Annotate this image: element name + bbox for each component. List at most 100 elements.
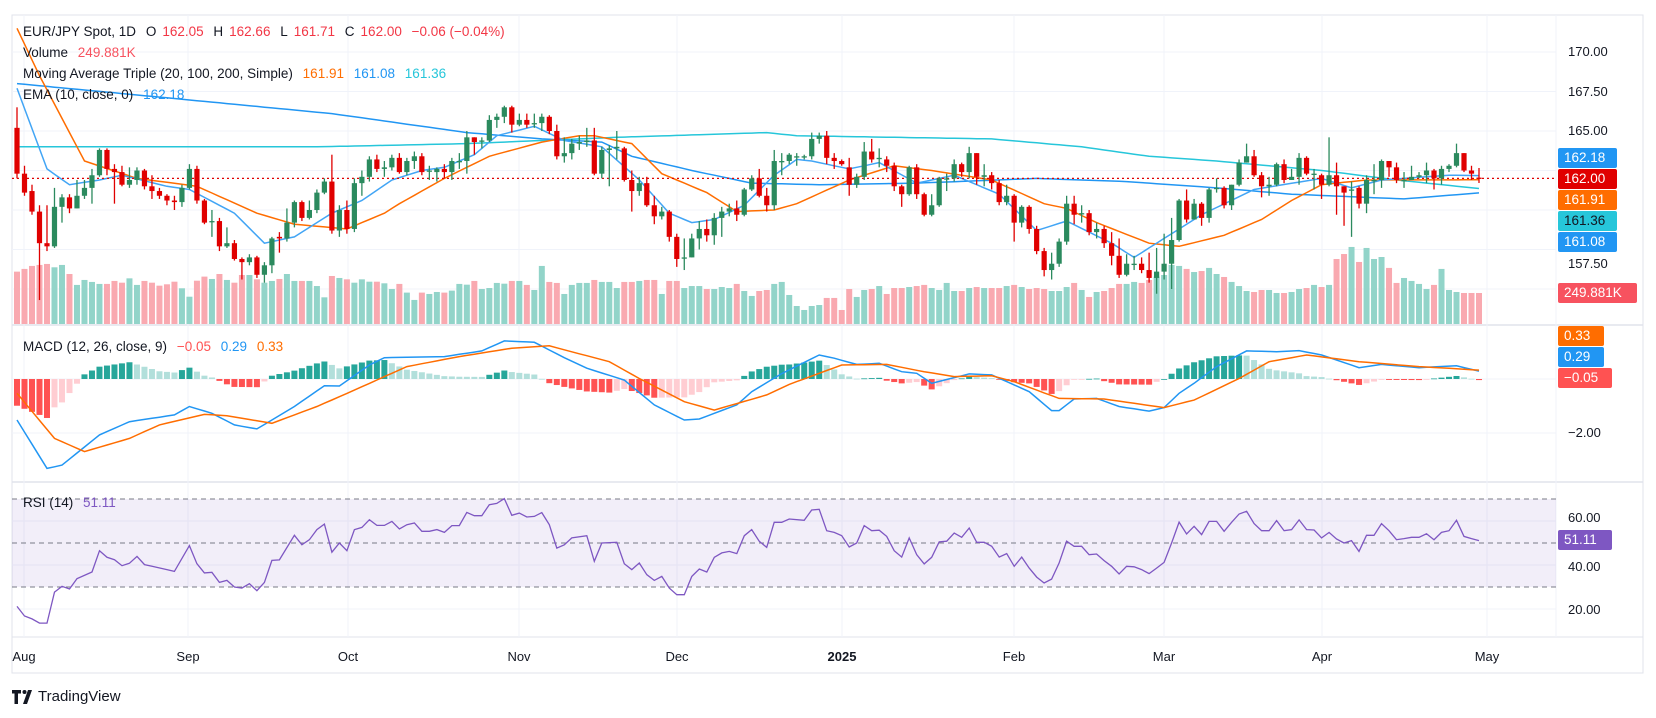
volume-bar bbox=[928, 288, 935, 324]
volume-bar bbox=[1026, 289, 1033, 324]
volume-bar bbox=[223, 279, 230, 324]
macd-hist-value: −0.05 bbox=[176, 339, 211, 354]
macd-histogram-bar bbox=[913, 379, 920, 383]
macd-histogram-bar bbox=[1048, 379, 1055, 394]
volume-bar bbox=[921, 284, 928, 324]
candle-body bbox=[576, 142, 582, 144]
macd-histogram-bar bbox=[118, 363, 125, 379]
macd-histogram-bar bbox=[516, 372, 523, 379]
macd-histogram-bar bbox=[1138, 379, 1145, 385]
candle-body bbox=[1161, 263, 1167, 272]
candle-body bbox=[291, 202, 298, 223]
candle-body bbox=[1363, 179, 1370, 204]
volume-bar bbox=[1206, 267, 1213, 324]
candle-body bbox=[261, 265, 268, 275]
volume-bar bbox=[876, 286, 883, 324]
candle-body bbox=[921, 194, 927, 215]
volume-bar bbox=[1326, 284, 1333, 324]
macd-histogram-bar bbox=[21, 379, 28, 409]
volume-bar bbox=[1003, 286, 1010, 324]
macd-histogram-bar bbox=[58, 379, 65, 403]
candle-body bbox=[996, 183, 1002, 203]
candle-body bbox=[81, 187, 88, 196]
macd-legend[interactable]: MACD (12, 26, close, 9) −0.05 0.29 0.33 bbox=[23, 338, 289, 356]
volume-bar bbox=[478, 289, 485, 324]
volume-bar bbox=[771, 283, 778, 324]
candle-body bbox=[876, 157, 882, 160]
sma200-value: 161.36 bbox=[404, 66, 447, 81]
time-label-may: May bbox=[1474, 649, 1500, 664]
volume-bar bbox=[801, 309, 808, 324]
macd-histogram-bar bbox=[673, 379, 680, 398]
candle-body bbox=[246, 257, 253, 263]
volume-bar bbox=[1378, 257, 1385, 324]
volume-bar bbox=[1093, 291, 1100, 324]
candle-body bbox=[599, 149, 605, 174]
macd-histogram-bar bbox=[1221, 356, 1228, 379]
candle-body bbox=[1356, 187, 1362, 204]
candle-body bbox=[899, 186, 905, 195]
volume-bar bbox=[448, 290, 455, 324]
macd-histogram-bar bbox=[111, 364, 118, 379]
macd-histogram-bar bbox=[1423, 379, 1430, 380]
candle-body bbox=[914, 167, 920, 195]
macd-histogram-bar bbox=[891, 379, 898, 383]
ma-legend[interactable]: Moving Average Triple (20, 100, 200, Sim… bbox=[23, 65, 452, 83]
candle-body bbox=[1288, 176, 1295, 180]
volume-bar bbox=[111, 280, 118, 324]
macd-histogram-bar bbox=[43, 379, 50, 418]
candle-body bbox=[299, 202, 305, 218]
volume-bar bbox=[808, 306, 815, 324]
volume-bar bbox=[793, 306, 800, 324]
rsi-legend[interactable]: RSI (14) 51.11 bbox=[23, 494, 122, 512]
volume-bar bbox=[96, 283, 103, 324]
low-label: L bbox=[280, 24, 288, 39]
ema-legend[interactable]: EMA (10, close, 0) 162.18 bbox=[23, 86, 190, 104]
sma100-price-tag: 161.08 bbox=[1558, 232, 1617, 252]
time-label-nov: Nov bbox=[507, 649, 531, 664]
volume-bar bbox=[711, 289, 718, 324]
volume-bar bbox=[598, 281, 605, 324]
candle-body bbox=[51, 206, 58, 247]
ema10-price-tag: 162.18 bbox=[1558, 148, 1617, 168]
volume-bar bbox=[1176, 265, 1183, 324]
candle-body bbox=[861, 151, 867, 177]
macd-histogram-bar bbox=[163, 371, 170, 379]
volume-legend[interactable]: Volume 249.881K bbox=[23, 44, 142, 62]
candle-body bbox=[1393, 167, 1400, 180]
volume-bar bbox=[463, 284, 470, 324]
candle-body bbox=[1213, 187, 1220, 190]
rsi-tick: 40.00 bbox=[1568, 559, 1601, 574]
volume-bar bbox=[81, 279, 88, 324]
volume-bar bbox=[433, 291, 440, 324]
candle-body bbox=[666, 211, 672, 237]
volume-bar bbox=[403, 292, 410, 324]
volume-bar bbox=[748, 295, 755, 324]
tradingview-logo[interactable]: TradingView bbox=[12, 688, 121, 705]
volume-bar bbox=[1041, 289, 1048, 324]
macd-histogram-bar bbox=[381, 360, 388, 379]
volume-bar bbox=[1408, 280, 1415, 324]
candle-body bbox=[1266, 184, 1272, 187]
close-label: C bbox=[344, 24, 355, 39]
macd-histogram-bar bbox=[703, 379, 710, 388]
candle-body bbox=[1011, 195, 1017, 223]
candle-body bbox=[884, 159, 890, 166]
candle-body bbox=[126, 179, 133, 185]
candle-body bbox=[1371, 179, 1377, 182]
rsi-legend-label: RSI (14) bbox=[23, 495, 74, 510]
volume-bar bbox=[756, 290, 763, 324]
volume-bar bbox=[126, 278, 133, 324]
macd-histogram-bar bbox=[216, 379, 223, 381]
candle-body bbox=[1318, 175, 1325, 185]
volume-bar bbox=[66, 274, 73, 324]
macd-histogram-bar bbox=[643, 379, 650, 396]
macd-tick: −2.00 bbox=[1568, 425, 1601, 440]
open-label: O bbox=[145, 24, 157, 39]
macd-histogram-bar bbox=[1371, 379, 1378, 382]
volume-bar bbox=[651, 279, 658, 324]
volume-bar bbox=[936, 290, 943, 324]
macd-pane bbox=[14, 340, 1482, 470]
macd-histogram-bar bbox=[1026, 379, 1033, 384]
